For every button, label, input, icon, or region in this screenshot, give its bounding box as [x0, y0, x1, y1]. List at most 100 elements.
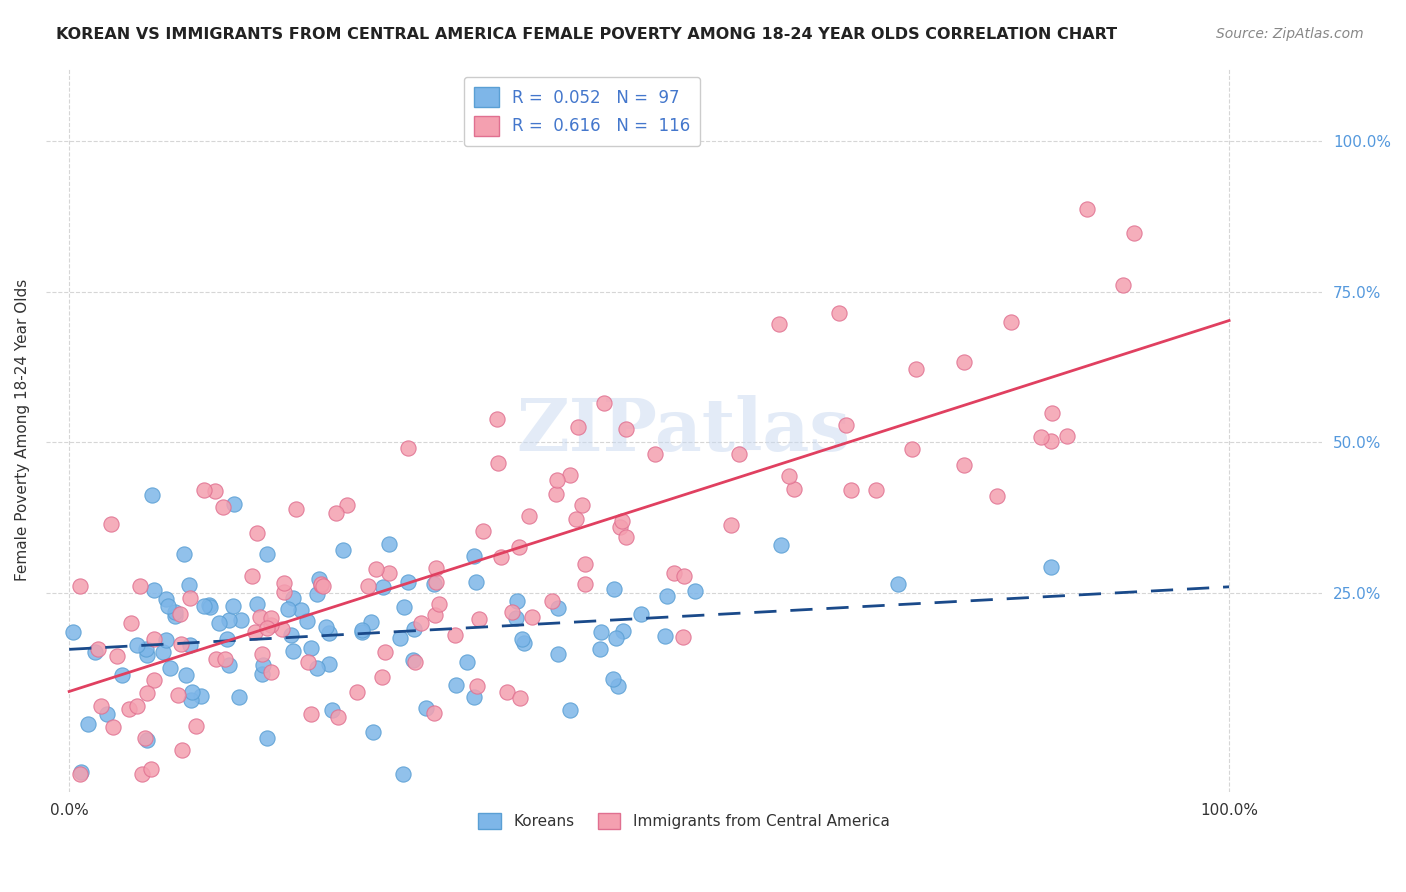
Immigrants from Central America: [574, 557, 596, 571]
Koreans: [352, 623, 374, 637]
Koreans: [361, 724, 384, 739]
Koreans: [332, 542, 354, 557]
Koreans: [389, 631, 412, 645]
Immigrants from Central America: [336, 498, 359, 512]
Koreans: [135, 642, 157, 657]
Immigrants from Central America: [522, 610, 544, 624]
Koreans: [506, 594, 529, 608]
Immigrants from Central America: [558, 468, 581, 483]
Immigrants from Central America: [69, 767, 91, 781]
Koreans: [350, 624, 373, 639]
Immigrants from Central America: [246, 525, 269, 540]
Y-axis label: Female Poverty Among 18-24 Year Olds: Female Poverty Among 18-24 Year Olds: [15, 279, 30, 582]
Koreans: [229, 613, 252, 627]
Immigrants from Central America: [90, 698, 112, 713]
Koreans: [246, 597, 269, 611]
Immigrants from Central America: [346, 685, 368, 699]
Immigrants from Central America: [467, 611, 489, 625]
Koreans: [163, 608, 186, 623]
Immigrants from Central America: [423, 607, 446, 622]
Koreans: [315, 620, 337, 634]
Immigrants from Central America: [87, 642, 110, 657]
Koreans: [163, 605, 186, 619]
Immigrants from Central America: [486, 411, 509, 425]
Koreans: [208, 615, 231, 630]
Koreans: [69, 765, 91, 780]
Koreans: [256, 731, 278, 745]
Immigrants from Central America: [673, 569, 696, 583]
Koreans: [605, 631, 627, 645]
Immigrants from Central America: [425, 575, 447, 590]
Koreans: [392, 767, 415, 781]
Immigrants from Central America: [1031, 430, 1053, 444]
Immigrants from Central America: [309, 576, 332, 591]
Koreans: [190, 689, 212, 703]
Koreans: [602, 582, 624, 597]
Immigrants from Central America: [273, 584, 295, 599]
Immigrants from Central America: [614, 422, 637, 436]
Koreans: [280, 628, 302, 642]
Immigrants from Central America: [118, 702, 141, 716]
Immigrants from Central America: [425, 561, 447, 575]
Immigrants from Central America: [1056, 429, 1078, 443]
Koreans: [602, 673, 624, 687]
Koreans: [513, 636, 536, 650]
Koreans: [318, 657, 340, 671]
Koreans: [281, 591, 304, 605]
Koreans: [373, 580, 395, 594]
Immigrants from Central America: [312, 578, 335, 592]
Koreans: [444, 678, 467, 692]
Immigrants from Central America: [204, 651, 226, 665]
Koreans: [224, 497, 246, 511]
Koreans: [159, 661, 181, 675]
Immigrants from Central America: [128, 579, 150, 593]
Immigrants from Central America: [409, 616, 432, 631]
Koreans: [135, 648, 157, 663]
Immigrants from Central America: [142, 632, 165, 646]
Immigrants from Central America: [517, 508, 540, 523]
Immigrants from Central America: [131, 767, 153, 781]
Immigrants from Central America: [69, 579, 91, 593]
Immigrants from Central America: [259, 665, 281, 679]
Koreans: [181, 684, 204, 698]
Koreans: [463, 690, 485, 704]
Koreans: [198, 600, 221, 615]
Immigrants from Central America: [169, 637, 191, 651]
Koreans: [173, 547, 195, 561]
Immigrants from Central America: [105, 648, 128, 663]
Text: KOREAN VS IMMIGRANTS FROM CENTRAL AMERICA FEMALE POVERTY AMONG 18-24 YEAR OLDS C: KOREAN VS IMMIGRANTS FROM CENTRAL AMERIC…: [56, 27, 1118, 42]
Immigrants from Central America: [270, 622, 292, 636]
Koreans: [1040, 559, 1063, 574]
Immigrants from Central America: [120, 615, 142, 630]
Koreans: [463, 549, 485, 563]
Immigrants from Central America: [901, 442, 924, 456]
Immigrants from Central America: [672, 630, 695, 644]
Koreans: [377, 537, 399, 551]
Immigrants from Central America: [495, 685, 517, 699]
Koreans: [683, 584, 706, 599]
Koreans: [606, 679, 628, 693]
Koreans: [392, 600, 415, 615]
Koreans: [193, 599, 215, 613]
Immigrants from Central America: [260, 611, 283, 625]
Koreans: [307, 587, 329, 601]
Immigrants from Central America: [134, 731, 156, 745]
Immigrants from Central America: [309, 578, 332, 592]
Koreans: [136, 733, 159, 747]
Immigrants from Central America: [1040, 406, 1063, 420]
Koreans: [654, 629, 676, 643]
Immigrants from Central America: [366, 562, 388, 576]
Immigrants from Central America: [609, 520, 631, 534]
Koreans: [96, 706, 118, 721]
Immigrants from Central America: [212, 500, 235, 514]
Koreans: [111, 667, 134, 681]
Koreans: [143, 583, 166, 598]
Koreans: [321, 703, 343, 717]
Immigrants from Central America: [986, 489, 1008, 503]
Immigrants from Central America: [260, 618, 283, 632]
Immigrants from Central America: [720, 518, 742, 533]
Immigrants from Central America: [905, 362, 928, 376]
Koreans: [141, 488, 163, 502]
Immigrants from Central America: [250, 647, 273, 661]
Koreans: [174, 668, 197, 682]
